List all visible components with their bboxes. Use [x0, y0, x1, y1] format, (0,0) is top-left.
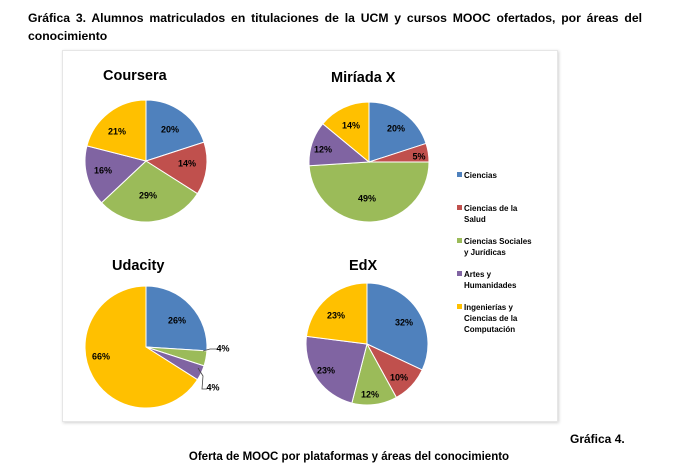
coursera-slice-0	[145, 99, 205, 162]
chart-title-udacity: Udacity	[112, 258, 165, 274]
udacity-label-0: 26%	[168, 315, 186, 325]
mir-ada-x-slice-4	[322, 101, 370, 164]
mir-ada-x-slice-2	[308, 161, 430, 223]
figure-3-caption: Gráfica 3. Alumnos matriculados en titul…	[28, 11, 642, 43]
coursera-slice-3	[84, 145, 148, 204]
edx-label-4: 23%	[327, 310, 345, 320]
udacity-label-3: 66%	[92, 351, 110, 361]
udacity-leader-line-1	[202, 348, 217, 352]
coursera-slice-2	[100, 160, 199, 223]
legend-label: Ciencias Sociales y Jurídicas	[464, 237, 532, 257]
figure-4-caption: Oferta de MOOC por plataformas y áreas d…	[188, 451, 510, 463]
coursera-slice-1	[144, 141, 208, 195]
legend-label: Ciencias	[464, 171, 497, 180]
edx-label-1: 10%	[390, 372, 408, 382]
udacity-label-2: 4%	[206, 382, 219, 392]
legend-swatch	[457, 238, 462, 243]
udacity-label-1: 4%	[216, 343, 229, 353]
edx-label-3: 23%	[317, 365, 335, 375]
legend-swatch	[457, 172, 462, 177]
coursera-label-2: 29%	[139, 190, 157, 200]
chart-title-miriada-x: Miríada X	[331, 70, 396, 86]
udacity-slice-0	[145, 285, 208, 352]
mir-ada-x-label-1: 5%	[412, 151, 425, 161]
coursera-label-4: 21%	[108, 126, 126, 136]
edx-slice-3	[305, 335, 368, 404]
udacity-leader-line-2	[197, 367, 207, 390]
coursera-label-0: 20%	[161, 124, 179, 134]
edx-label-0: 32%	[395, 317, 413, 327]
legend-label: Ciencias de la Salud	[464, 204, 518, 224]
edx-slice-4	[305, 282, 368, 345]
chart-title-edx: EdX	[349, 258, 378, 274]
coursera-label-3: 16%	[94, 165, 112, 175]
udacity-slice-3	[84, 285, 199, 409]
mir-ada-x-label-3: 12%	[314, 144, 332, 154]
legend-swatch	[457, 304, 462, 309]
coursera-slice-4	[86, 99, 147, 162]
figure-number: Gráfica 4.	[570, 432, 625, 446]
edx-slice-0	[366, 282, 429, 371]
legend-label: Artes y Humanidades	[464, 270, 517, 290]
legend-label: Ingenierías y Ciencias de la Computación	[464, 303, 518, 334]
chart-title-coursera: Coursera	[103, 68, 167, 84]
legend-swatch	[457, 205, 462, 210]
mir-ada-x-label-0: 20%	[387, 123, 405, 133]
mir-ada-x-label-4: 14%	[342, 120, 360, 130]
legend-swatch	[457, 271, 462, 276]
edx-label-2: 12%	[361, 389, 379, 399]
mir-ada-x-slice-0	[368, 101, 427, 163]
mir-ada-x-label-2: 49%	[358, 193, 376, 203]
coursera-label-1: 14%	[178, 158, 196, 168]
